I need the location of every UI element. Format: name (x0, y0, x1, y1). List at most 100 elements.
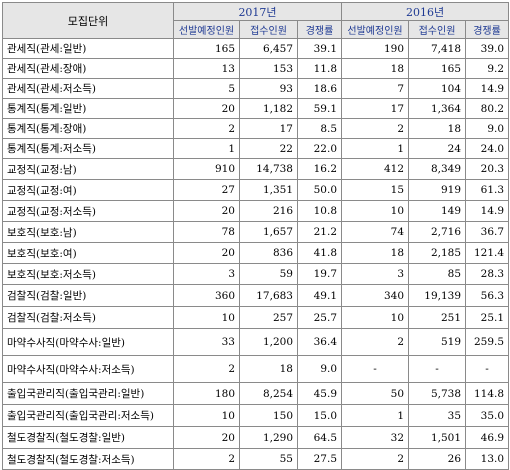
cell-ratio-2017: 19.7 (296, 263, 343, 285)
row-unit-name: 출입국관리직(출입국관리:일반) (2, 382, 174, 405)
cell-ratio-2017: 10.8 (296, 200, 343, 222)
table-row: 보호직(보호:남) 78 1,657 21.2 74 2,716 36.7 (2, 221, 510, 243)
cell-ratio-2017: 16.2 (296, 158, 343, 180)
row-unit-name: 교정직(교정:저소득) (2, 200, 174, 222)
cell-planned-2017: 20 (173, 200, 240, 222)
header-applicants-2016: 접수인원 (408, 20, 467, 39)
cell-ratio-2016: - (465, 355, 510, 383)
cell-ratio-2016: 46.9 (465, 426, 510, 449)
cell-ratio-2017: 39.1 (296, 38, 343, 59)
table-row: 통계직(통계:장애) 2 17 8.5 2 18 9.0 (2, 118, 510, 139)
cell-planned-2016: 18 (341, 242, 410, 264)
cell-ratio-2016: 61.3 (465, 179, 510, 201)
row-unit-name: 통계직(통계:일반) (2, 98, 174, 119)
cell-planned-2016: 10 (341, 200, 410, 222)
cell-ratio-2017: 9.0 (296, 355, 343, 383)
cell-ratio-2017: 50.0 (296, 179, 343, 201)
table-row: 보호직(보호:저소득) 3 59 19.7 3 85 28.3 (2, 263, 510, 285)
cell-ratio-2017: 49.1 (296, 284, 343, 307)
cell-applicants-2017: 1,200 (239, 328, 298, 356)
cell-planned-2017: 10 (173, 404, 240, 427)
cell-planned-2017: 2 (173, 118, 240, 139)
row-unit-name: 마약수사직(마약수사:저소득) (2, 355, 174, 383)
cell-planned-2016: 2 (341, 328, 410, 356)
cell-planned-2016: 32 (341, 426, 410, 449)
cell-planned-2016: - (341, 355, 410, 383)
cell-applicants-2017: 8,254 (239, 382, 298, 405)
cell-ratio-2017: 36.4 (296, 328, 343, 356)
cell-planned-2017: 13 (173, 58, 240, 79)
cell-ratio-2016: 14.9 (465, 78, 510, 99)
cell-planned-2017: 910 (173, 158, 240, 180)
row-unit-name: 출입국관리직(출입국관리:저소득) (2, 404, 174, 427)
row-unit-name: 통계직(통계:저소득) (2, 138, 174, 159)
cell-applicants-2017: 1,290 (239, 426, 298, 449)
table-row: 교정직(교정:남) 910 14,738 16.2 412 8,349 20.3 (2, 158, 510, 180)
cell-ratio-2016: 80.2 (465, 98, 510, 119)
table-row: 검찰직(검찰:저소득) 10 257 25.7 10 251 25.1 (2, 306, 510, 329)
cell-ratio-2016: 24.0 (465, 138, 510, 159)
header-year-2016: 2016년 (341, 2, 510, 21)
table-body: 관세직(관세:일반) 165 6,457 39.1 190 7,418 39.0 관세직(관세… (2, 38, 510, 470)
cell-planned-2016: 1 (341, 138, 410, 159)
row-unit-name: 통계직(통계:장애) (2, 118, 174, 139)
cell-applicants-2016: 24 (408, 138, 467, 159)
cell-planned-2017: 20 (173, 98, 240, 119)
cell-ratio-2016: 9.0 (465, 118, 510, 139)
cell-applicants-2016: 7,418 (408, 38, 467, 59)
cell-ratio-2017: 27.5 (296, 448, 343, 470)
cell-ratio-2017: 18.6 (296, 78, 343, 99)
cell-applicants-2016: 2,185 (408, 242, 467, 264)
cell-ratio-2016: 114.8 (465, 382, 510, 405)
cell-applicants-2017: 257 (239, 306, 298, 329)
cell-applicants-2017: 836 (239, 242, 298, 264)
row-unit-name: 보호직(보호:여) (2, 242, 174, 264)
cell-planned-2017: 3 (173, 263, 240, 285)
cell-planned-2016: 2 (341, 448, 410, 470)
table-row: 출입국관리직(출입국관리:일반) 180 8,254 45.9 50 5,738 114.8 (2, 382, 510, 405)
cell-ratio-2016: 36.7 (465, 221, 510, 243)
cell-applicants-2016: 19,139 (408, 284, 467, 307)
cell-ratio-2017: 8.5 (296, 118, 343, 139)
row-unit-name: 철도경찰직(철도경찰:저소득) (2, 448, 174, 470)
cell-applicants-2016: 26 (408, 448, 467, 470)
row-unit-name: 교정직(교정:남) (2, 158, 174, 180)
cell-applicants-2017: 1,351 (239, 179, 298, 201)
cell-ratio-2016: 56.3 (465, 284, 510, 307)
cell-ratio-2016: 13.0 (465, 448, 510, 470)
table-row: 관세직(관세:일반) 165 6,457 39.1 190 7,418 39.0 (2, 38, 510, 59)
cell-ratio-2017: 64.5 (296, 426, 343, 449)
cell-planned-2017: 2 (173, 355, 240, 383)
table-row: 마약수사직(마약수사:일반) 33 1,200 36.4 2 519 259.5 (2, 328, 510, 356)
table-header: 모집단위 2017년 2016년 선발예정인원 접수인원 경쟁률 선발예정인원 … (2, 2, 510, 39)
cell-planned-2017: 5 (173, 78, 240, 99)
table-row: 관세직(관세:장애) 13 153 11.8 18 165 9.2 (2, 58, 510, 79)
cell-applicants-2017: 1,657 (239, 221, 298, 243)
cell-applicants-2017: 22 (239, 138, 298, 159)
cell-applicants-2016: 165 (408, 58, 467, 79)
cell-ratio-2017: 25.7 (296, 306, 343, 329)
cell-applicants-2016: 5,738 (408, 382, 467, 405)
cell-applicants-2017: 59 (239, 263, 298, 285)
cell-ratio-2017: 21.2 (296, 221, 343, 243)
row-unit-name: 관세직(관세:저소득) (2, 78, 174, 99)
table-row: 통계직(통계:저소득) 1 22 22.0 1 24 24.0 (2, 138, 510, 159)
cell-planned-2017: 20 (173, 426, 240, 449)
row-unit-name: 검찰직(검찰:저소득) (2, 306, 174, 329)
cell-planned-2017: 78 (173, 221, 240, 243)
cell-planned-2016: 7 (341, 78, 410, 99)
cell-applicants-2017: 153 (239, 58, 298, 79)
row-unit-name: 마약수사직(마약수사:일반) (2, 328, 174, 356)
table-row: 마약수사직(마약수사:저소득) 2 18 9.0- - - (2, 355, 510, 383)
header-planned-2016: 선발예정인원 (341, 20, 410, 39)
header-year-2017: 2017년 (172, 2, 343, 21)
cell-applicants-2016: 251 (408, 306, 467, 329)
cell-planned-2016: 3 (341, 263, 410, 285)
cell-ratio-2016: 35.0 (465, 404, 510, 427)
cell-ratio-2016: 25.1 (465, 306, 510, 329)
cell-applicants-2017: 17 (239, 118, 298, 139)
cell-applicants-2016: 35 (408, 404, 467, 427)
cell-applicants-2016: 2,716 (408, 221, 467, 243)
row-unit-name: 교정직(교정:여) (2, 179, 174, 201)
